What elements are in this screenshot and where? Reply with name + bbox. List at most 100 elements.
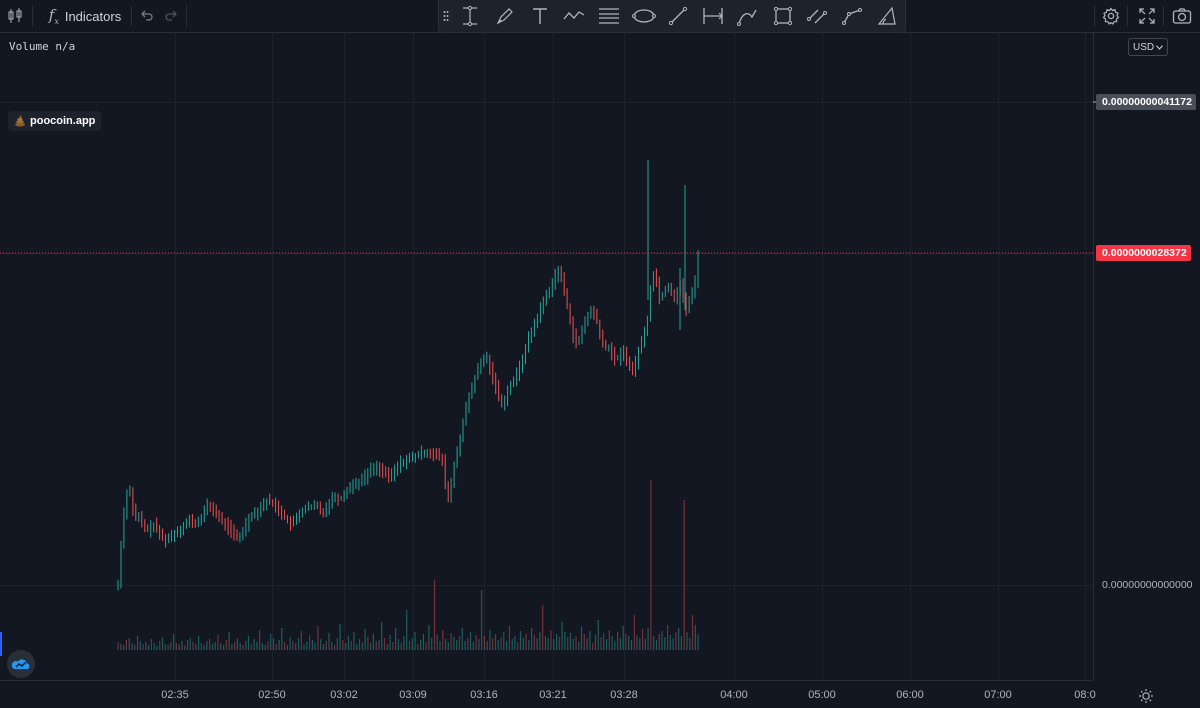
volume-bar (242, 645, 244, 650)
volume-bar (556, 634, 558, 650)
high-price-label: 0.00000000041172 (1096, 94, 1196, 110)
volume-bar (189, 638, 191, 650)
volume-bar (389, 635, 391, 650)
volume-bar (170, 642, 172, 650)
volume-bar (669, 635, 671, 650)
volume-bar (456, 640, 458, 650)
volume-bar (561, 622, 563, 650)
volume-bar (619, 638, 621, 650)
time-tick-label: 06:00 (896, 689, 924, 701)
volume-bar (150, 639, 152, 650)
volume-bar (153, 643, 155, 650)
volume-bar (395, 628, 397, 650)
volume-bar (125, 640, 127, 650)
volume-bar (292, 641, 294, 650)
fullscreen-icon (1139, 8, 1155, 24)
indicators-button[interactable]: fx Indicators (40, 0, 130, 32)
volume-bar (539, 632, 541, 650)
long-position-tool[interactable] (453, 0, 488, 32)
undo-button[interactable] (136, 0, 158, 32)
volume-bar (328, 633, 330, 650)
volume-bar (483, 636, 485, 650)
volume-bar (528, 640, 530, 650)
volume-bar (203, 645, 205, 650)
path-tool[interactable] (835, 0, 870, 32)
volume-bar (572, 639, 574, 650)
chart-type-button[interactable] (0, 0, 30, 32)
fullscreen-button[interactable] (1134, 0, 1160, 32)
volume-bar (422, 634, 424, 650)
fib-levels-tool[interactable] (592, 0, 627, 32)
volume-bar (272, 638, 275, 650)
parallel-channel-tool[interactable] (800, 0, 835, 32)
candles-icon (8, 8, 22, 23)
parallel-channel-icon (807, 9, 828, 24)
text-tool[interactable] (522, 0, 557, 32)
volume-bar (159, 641, 161, 650)
trend-line-tool[interactable] (661, 0, 696, 32)
volume-bar (575, 636, 577, 650)
volume-bar (639, 638, 641, 650)
volume-bar (481, 590, 483, 650)
tradingview-logo-button[interactable] (7, 650, 35, 678)
brush-tool[interactable] (488, 0, 523, 32)
volume-bar (494, 634, 497, 650)
volume-bar (650, 480, 652, 650)
currency-selector[interactable]: USD (1128, 38, 1169, 56)
time-tick-label: 03:28 (610, 689, 638, 701)
volume-bar (406, 610, 408, 650)
volume-bar (542, 605, 544, 650)
volume-bar (583, 634, 585, 650)
candle-series (117, 160, 699, 591)
arc-tool[interactable] (869, 0, 904, 32)
volume-bar (475, 635, 477, 650)
volume-bar (522, 638, 524, 650)
pattern-tool[interactable] (557, 0, 592, 32)
volume-bar (517, 642, 519, 650)
date-range-tool[interactable] (696, 0, 731, 32)
brush-icon (496, 8, 513, 25)
volume-bar (614, 641, 616, 650)
volume-bar (675, 632, 677, 650)
volume-bar (234, 642, 236, 650)
volume-bar (519, 631, 522, 650)
curve-tool[interactable] (731, 0, 766, 32)
volume-bar (342, 640, 344, 650)
scroll-indicator (0, 632, 2, 656)
volume-bar (503, 632, 505, 650)
screenshot-button[interactable] (1168, 0, 1196, 32)
chart-canvas[interactable] (0, 32, 1200, 708)
sun-icon[interactable] (1138, 688, 1154, 704)
volume-bar (228, 632, 230, 650)
volume-bar (492, 638, 494, 650)
volume-bar (317, 626, 319, 650)
volume-bar (195, 644, 197, 650)
path-icon (841, 8, 862, 25)
volume-bar (397, 639, 399, 650)
redo-icon (165, 10, 177, 21)
fx-icon: fx (48, 6, 59, 26)
settings-button[interactable] (1098, 0, 1124, 32)
volume-bar (364, 629, 366, 650)
volume-bar (586, 638, 588, 650)
toolbar-divider (131, 6, 132, 26)
volume-bar (339, 624, 341, 650)
redo-button[interactable] (160, 0, 182, 32)
volume-bar (536, 638, 538, 650)
time-tick-label: 07:00 (984, 689, 1012, 701)
volume-bar (605, 639, 608, 650)
zero-price-label: 0.00000000000000 (1102, 579, 1193, 591)
volume-bar (314, 643, 316, 650)
time-tick-label: 05:00 (808, 689, 836, 701)
rectangle-tool[interactable] (765, 0, 800, 32)
drawing-toolbar-handle[interactable] (439, 0, 453, 32)
volume-bar (597, 620, 599, 650)
volume-bar (453, 637, 455, 650)
volume-bar (297, 638, 300, 650)
volume-bar (173, 634, 175, 650)
ellipse-tool[interactable] (626, 0, 661, 32)
volume-bar (478, 639, 480, 650)
trend-line-icon (669, 6, 688, 26)
volume-bar (331, 642, 333, 650)
volume-bar (131, 643, 133, 650)
